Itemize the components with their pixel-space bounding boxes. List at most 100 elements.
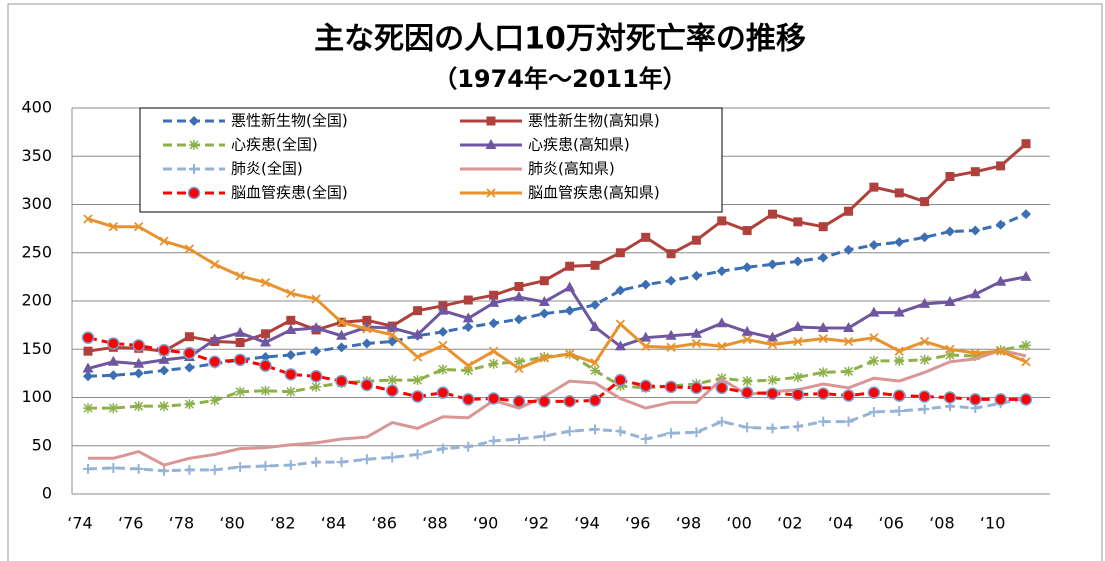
marker	[361, 338, 372, 349]
marker	[919, 354, 930, 365]
marker	[83, 403, 93, 414]
marker	[132, 339, 145, 352]
marker	[235, 386, 246, 397]
marker	[133, 368, 144, 379]
marker	[766, 387, 779, 400]
marker	[996, 346, 1006, 356]
marker	[691, 427, 702, 438]
x-tick-label: ‘06	[879, 514, 904, 533]
x-tick-label: ‘92	[524, 514, 549, 533]
marker	[311, 294, 321, 304]
marker	[717, 341, 727, 351]
x-tick-label: ‘80	[219, 514, 244, 533]
marker	[564, 426, 575, 437]
x-tick-label: ‘76	[118, 514, 143, 533]
x-tick-label: ‘08	[929, 514, 954, 533]
x-tick-label: ‘96	[625, 514, 650, 533]
marker	[590, 358, 600, 368]
marker	[945, 172, 955, 182]
y-tick-label: 50	[32, 435, 52, 454]
marker	[83, 371, 93, 382]
marker	[309, 370, 323, 383]
marker	[665, 329, 677, 340]
marker	[995, 275, 1007, 286]
marker	[894, 406, 905, 417]
marker	[133, 463, 144, 474]
marker	[184, 332, 194, 342]
marker	[486, 188, 496, 198]
marker	[184, 244, 195, 254]
marker	[260, 278, 271, 288]
marker	[615, 426, 626, 437]
marker	[666, 249, 676, 259]
marker	[1021, 139, 1031, 149]
marker	[767, 423, 778, 434]
marker	[463, 361, 473, 371]
marker	[969, 393, 982, 406]
marker	[843, 336, 854, 347]
chart-subtitle: （1974年～2011年）	[433, 65, 687, 93]
marker	[691, 235, 701, 245]
marker	[108, 222, 118, 232]
marker	[133, 401, 144, 412]
marker	[742, 334, 752, 345]
marker	[539, 308, 550, 319]
legend-label: 脳血管疾患(全国)	[231, 184, 348, 202]
marker	[285, 460, 296, 471]
marker	[233, 353, 247, 367]
marker	[412, 328, 424, 339]
marker	[716, 317, 728, 328]
marker	[385, 384, 399, 397]
marker	[843, 322, 855, 333]
x-tick-label: ‘90	[473, 514, 498, 533]
marker	[336, 317, 347, 327]
marker	[868, 240, 879, 251]
marker	[717, 216, 727, 226]
marker	[691, 338, 702, 349]
x-tick-label: ‘02	[777, 514, 802, 533]
marker	[336, 329, 348, 340]
marker	[640, 331, 652, 342]
marker	[943, 391, 957, 404]
marker	[234, 326, 246, 337]
marker	[944, 295, 956, 306]
marker	[108, 403, 119, 414]
marker	[514, 363, 524, 374]
marker	[1021, 209, 1031, 220]
marker	[387, 336, 398, 347]
marker	[286, 288, 296, 298]
marker	[310, 322, 322, 333]
marker	[995, 219, 1006, 230]
marker	[311, 381, 322, 392]
marker	[412, 375, 423, 386]
marker	[640, 279, 651, 290]
marker	[260, 385, 271, 396]
marker	[767, 339, 778, 350]
marker	[816, 387, 830, 400]
legend-label: 心疾患(高知県)	[528, 136, 630, 154]
x-tick-label: ‘94	[574, 514, 599, 533]
marker	[488, 296, 500, 307]
marker	[844, 206, 854, 216]
marker	[766, 331, 778, 342]
marker	[413, 306, 423, 316]
marker	[412, 449, 423, 460]
marker	[488, 435, 499, 446]
marker	[919, 297, 931, 308]
marker	[994, 393, 1007, 406]
marker	[715, 381, 729, 395]
marker	[868, 406, 879, 417]
marker	[767, 375, 778, 386]
marker	[615, 319, 626, 329]
marker	[311, 346, 322, 357]
marker	[792, 372, 803, 383]
marker	[513, 433, 524, 444]
marker	[970, 351, 981, 362]
marker	[336, 457, 347, 468]
marker	[919, 232, 930, 243]
marker	[843, 366, 854, 377]
marker	[691, 270, 702, 281]
marker	[362, 315, 372, 325]
marker	[189, 116, 199, 126]
marker	[590, 424, 601, 435]
